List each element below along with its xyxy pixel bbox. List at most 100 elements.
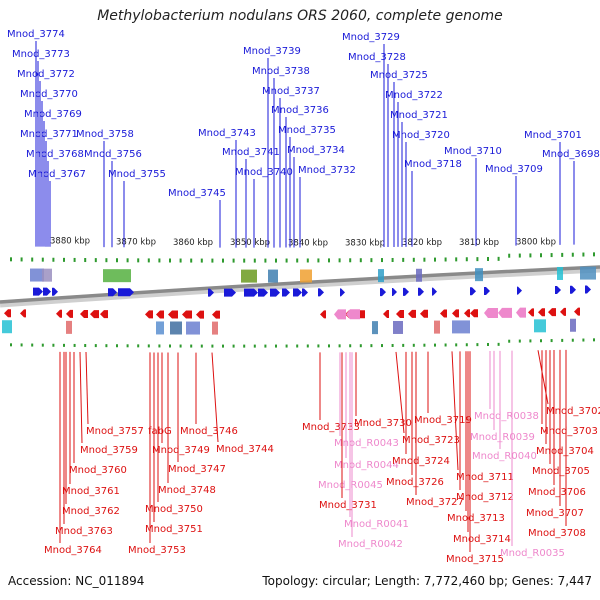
- forward-gene-arrow: [270, 288, 280, 297]
- feature-box: [434, 320, 440, 334]
- leader-line: [211, 352, 219, 443]
- gene-label-bottom: Mnod_3708: [528, 528, 586, 539]
- tick-mark-top: [31, 257, 34, 262]
- reverse-gene-arrow: [452, 309, 459, 318]
- tick-mark-bottom: [582, 338, 585, 342]
- tick-mark-top: [243, 258, 246, 263]
- gene-label-top: Mnod_3768: [26, 149, 84, 160]
- tick-mark-top: [73, 257, 76, 262]
- feature-box: [42, 268, 52, 282]
- top-strand-genes: [33, 285, 591, 297]
- feature-box: [103, 269, 131, 283]
- tick-mark-top: [444, 257, 447, 262]
- bottom-strand-genes: [4, 307, 580, 320]
- tick-mark-top: [317, 258, 320, 263]
- gene-label-top: Mnod_3735: [278, 125, 336, 136]
- gene-label-bottom: Mnod_3702: [546, 406, 600, 417]
- gene-label-top: Mnod_3722: [385, 90, 443, 101]
- tick-mark-bottom: [518, 339, 521, 343]
- feature-box: [557, 266, 563, 280]
- tick-mark-top: [476, 257, 479, 262]
- gene-label-bottom: Mnod_3747: [168, 464, 226, 475]
- tick-mark-top: [508, 253, 511, 258]
- gene-label-bottom: Mnod_3759: [80, 445, 138, 456]
- reverse-gene-arrow: [100, 310, 108, 319]
- tick-mark-bottom: [105, 344, 108, 348]
- rna-gene-arrow: [346, 309, 360, 320]
- gene-label-bottom: Mnod_3714: [453, 534, 511, 545]
- tick-mark-bottom: [561, 338, 564, 342]
- tick-mark-top: [158, 258, 161, 263]
- tick-mark-top: [190, 258, 193, 263]
- forward-gene-arrow: [470, 287, 476, 296]
- reverse-gene-arrow: [20, 309, 26, 318]
- tick-mark-top: [561, 252, 564, 257]
- tick-mark-bottom: [222, 344, 224, 348]
- tick-mark-top: [412, 257, 415, 262]
- gene-label-bottom: Mnod_R0035: [500, 548, 565, 559]
- reverse-gene-arrow: [80, 309, 88, 318]
- gene-label-top: Mnod_3725: [370, 70, 428, 81]
- tick-mark-top: [529, 253, 532, 258]
- leader-line: [395, 351, 405, 434]
- tick-mark-bottom: [169, 344, 171, 348]
- forward-gene-arrow: [585, 285, 591, 294]
- gene-label-bottom: Mnod_3705: [532, 466, 590, 477]
- forward-gene-arrow: [403, 287, 409, 296]
- gene-label-bottom: Mnod_3748: [158, 485, 216, 496]
- reverse-gene-arrow: [320, 310, 326, 319]
- forward-gene-arrow: [118, 288, 134, 297]
- tick-mark-top: [200, 258, 203, 263]
- gene-label-bottom: Mnod_3704: [536, 446, 594, 457]
- tick-mark-top: [381, 258, 383, 263]
- forward-gene-arrow: [392, 287, 397, 296]
- gene-label-top: Mnod_3698: [542, 149, 600, 160]
- tick-mark-top: [105, 258, 108, 263]
- tick-mark-bottom: [497, 342, 500, 346]
- gene-label-bottom: Mnod_3730: [354, 418, 412, 429]
- tick-mark-top: [455, 257, 458, 262]
- tick-mark-bottom: [243, 344, 246, 348]
- tick-marks: [10, 252, 595, 348]
- gene-label-bottom: Mnod_R0039: [470, 432, 535, 443]
- reverse-gene-arrow: [196, 310, 204, 319]
- tick-mark-bottom: [391, 343, 394, 347]
- gene-label-bottom: Mnod_3726: [386, 477, 444, 488]
- scale-label: 3830 kbp: [345, 238, 385, 248]
- reverse-gene-arrow: [538, 308, 545, 317]
- tick-mark-bottom: [550, 339, 553, 343]
- tick-mark-bottom: [306, 344, 309, 348]
- tick-mark-top: [349, 258, 352, 263]
- gene-label-top: Mnod_3732: [298, 165, 356, 176]
- tick-mark-top: [52, 257, 55, 262]
- tick-mark-bottom: [444, 343, 447, 347]
- tick-mark-top: [593, 252, 595, 257]
- tick-mark-bottom: [359, 344, 362, 348]
- tick-mark-bottom: [211, 344, 214, 348]
- scale-label: 3870 kbp: [116, 237, 156, 247]
- scale-label: 3800 kbp: [516, 237, 556, 247]
- topology-label: Topology: circular; Length: 7,772,460 bp…: [262, 574, 592, 588]
- tick-mark-bottom: [317, 344, 320, 348]
- reverse-gene-arrow: [156, 310, 164, 319]
- gene-label-bottom: Mnod_3706: [528, 487, 586, 498]
- gene-label-bottom: Mnod_3715: [446, 554, 504, 565]
- tick-mark-top: [497, 256, 500, 261]
- gene-label-bottom: Mnod_3724: [392, 456, 450, 467]
- tick-mark-bottom: [349, 344, 352, 348]
- tick-mark-bottom: [190, 344, 193, 348]
- tick-mark-bottom: [116, 344, 118, 348]
- forward-gene-arrow: [33, 287, 43, 296]
- feature-box: [170, 321, 182, 335]
- tick-mark-top: [253, 258, 256, 263]
- tick-mark-bottom: [434, 343, 436, 347]
- backbone-shadow: [0, 265, 600, 308]
- reverse-gene-arrow: [145, 310, 153, 319]
- feature-box: [416, 268, 422, 282]
- tick-mark-bottom: [571, 338, 574, 342]
- gene-label-bottom: Mnod_3733: [302, 422, 360, 433]
- scale-label: 3850 kbp: [230, 238, 270, 248]
- tick-mark-bottom: [52, 343, 55, 347]
- forward-gene-arrow: [282, 288, 290, 297]
